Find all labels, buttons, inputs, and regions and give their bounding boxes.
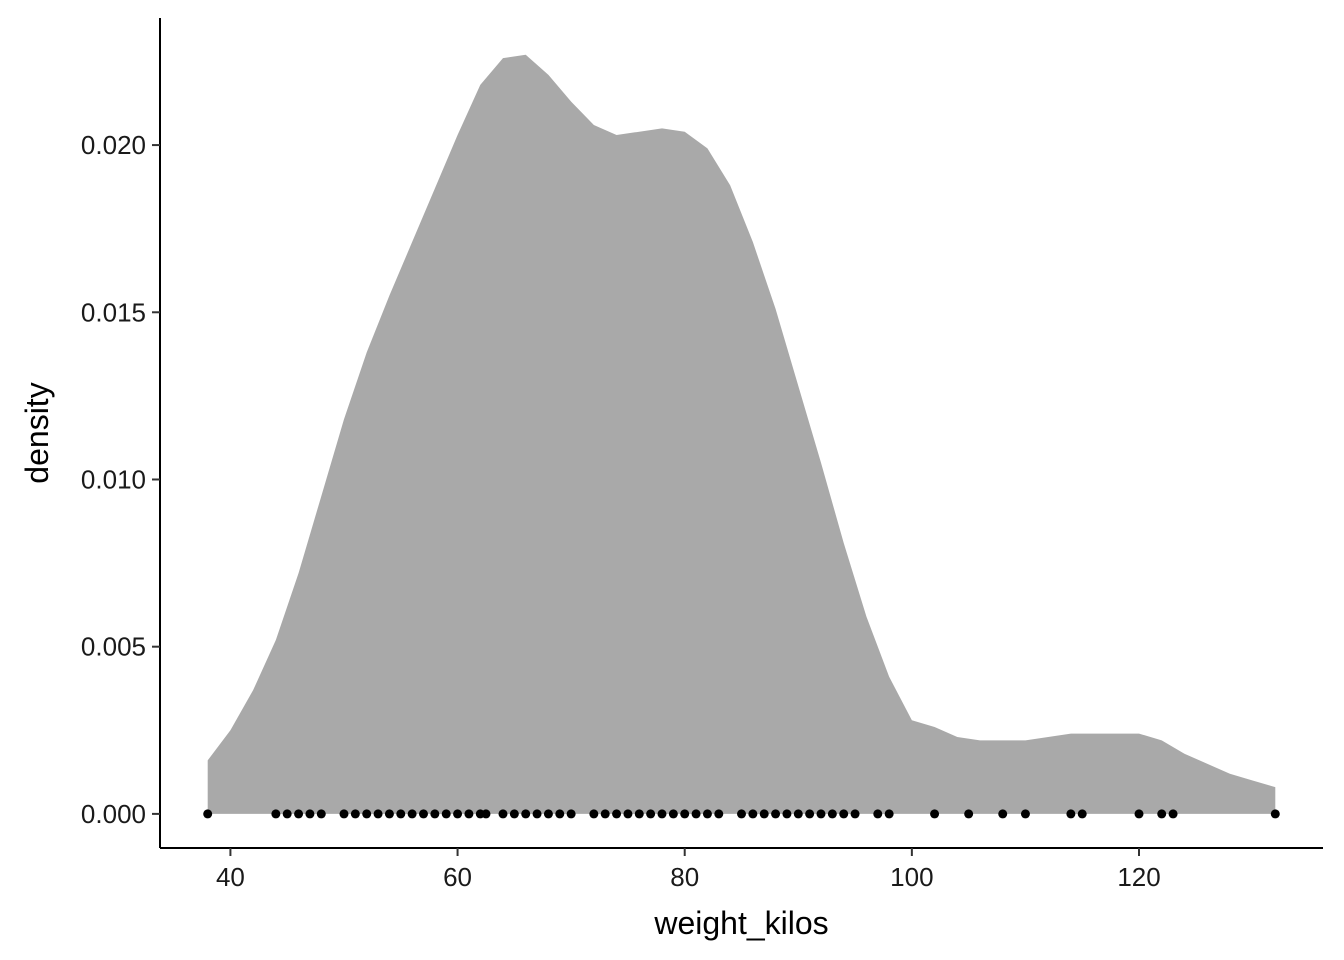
rug-point: [634, 809, 644, 819]
rug-point: [884, 809, 894, 819]
rug-point: [1020, 809, 1030, 819]
rug-point: [350, 809, 360, 819]
rug-point: [691, 809, 701, 819]
rug-point: [1270, 809, 1280, 819]
rug-point: [839, 809, 849, 819]
rug-point: [498, 809, 508, 819]
rug-point: [668, 809, 678, 819]
rug-point: [373, 809, 383, 819]
x-axis-title: weight_kilos: [653, 905, 828, 941]
rug-point: [305, 809, 315, 819]
rug-point: [407, 809, 417, 819]
rug-point: [873, 809, 883, 819]
rug-point: [646, 809, 656, 819]
rug-point: [339, 809, 349, 819]
rug-point: [702, 809, 712, 819]
rug-point: [271, 809, 281, 819]
rug-point: [816, 809, 826, 819]
rug-point: [441, 809, 451, 819]
rug-point: [680, 809, 690, 819]
rug-point: [714, 809, 724, 819]
rug-point: [771, 809, 781, 819]
rug-point: [1066, 809, 1076, 819]
rug-point: [521, 809, 531, 819]
rug-point: [1168, 809, 1178, 819]
y-axis-ticks: 0.000 0.005 0.010 0.015 0.020: [81, 130, 160, 829]
rug-point: [850, 809, 860, 819]
rug-point: [384, 809, 394, 819]
rug-point: [737, 809, 746, 819]
y-tick-label: 0.020: [81, 130, 146, 160]
rug-point: [509, 809, 519, 819]
rug-point: [566, 809, 576, 819]
rug-point: [316, 809, 326, 819]
rug-point: [623, 809, 633, 819]
rug-point: [612, 809, 622, 819]
rug-point: [418, 809, 428, 819]
rug-point: [453, 809, 463, 819]
x-tick-label: 80: [670, 862, 699, 892]
rug-point: [1134, 809, 1144, 819]
y-tick-label: 0.010: [81, 464, 146, 494]
rug-point: [464, 809, 474, 819]
rug-point: [282, 809, 292, 819]
x-tick-label: 120: [1117, 862, 1160, 892]
rug-point: [294, 809, 304, 819]
density-area: [207, 54, 1276, 814]
x-tick-label: 60: [443, 862, 472, 892]
rug-point: [1157, 809, 1167, 819]
x-tick-label: 100: [890, 862, 933, 892]
rug-point: [998, 809, 1008, 819]
rug-point: [782, 809, 792, 819]
rug-points-layer: [203, 809, 1280, 819]
rug-point: [600, 809, 610, 819]
rug-point: [481, 809, 491, 819]
rug-point: [589, 809, 599, 819]
x-axis-ticks: 40 60 80 100 120: [216, 848, 1161, 892]
rug-point: [203, 809, 213, 819]
y-tick-label: 0.015: [81, 297, 146, 327]
x-tick-label: 40: [216, 862, 245, 892]
rug-point: [748, 809, 758, 819]
rug-point: [657, 809, 667, 819]
rug-point: [793, 809, 803, 819]
rug-point: [396, 809, 406, 819]
rug-point: [430, 809, 440, 819]
y-tick-label: 0.005: [81, 632, 146, 662]
y-tick-label: 0.000: [81, 799, 146, 829]
rug-point: [532, 809, 542, 819]
rug-point: [543, 809, 553, 819]
y-axis-title: density: [19, 382, 55, 483]
rug-point: [964, 809, 974, 819]
rug-point: [362, 809, 372, 819]
rug-point: [1077, 809, 1087, 819]
rug-point: [759, 809, 769, 819]
density-area-layer: [207, 54, 1276, 814]
rug-point: [555, 809, 565, 819]
rug-point: [930, 809, 940, 819]
rug-point: [827, 809, 837, 819]
rug-point: [805, 809, 815, 819]
